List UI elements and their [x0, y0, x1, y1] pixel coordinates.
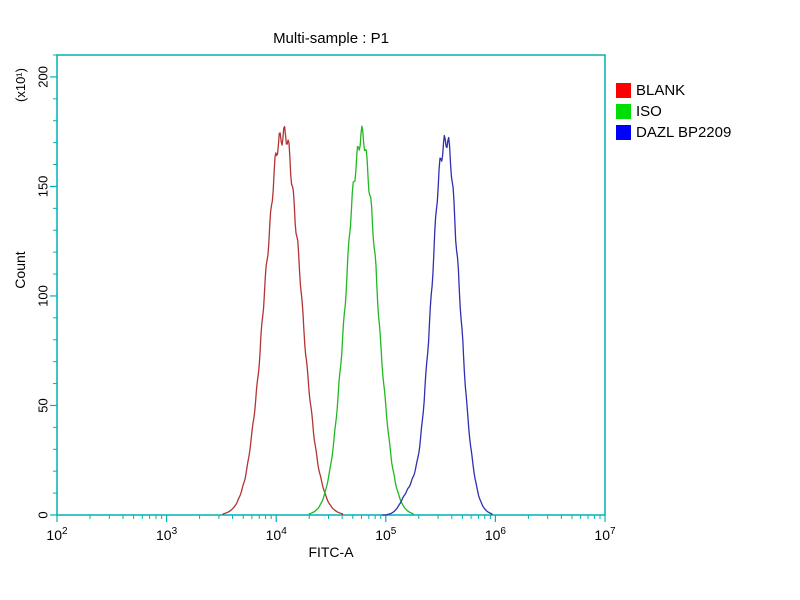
y-tick-label-150: 150 — [36, 176, 51, 198]
legend-swatch-dazl-bp2209 — [616, 125, 631, 140]
y-tick-label-100: 100 — [36, 285, 51, 307]
legend-item-dazl-bp2209: DAZL BP2209 — [616, 124, 731, 141]
chart-title: Multi-sample : P1 — [273, 30, 389, 47]
curve-iso — [308, 125, 415, 516]
legend-swatch-blank — [616, 83, 631, 98]
y-tick-label-200: 200 — [36, 66, 51, 88]
x-axis-label: FITC-A — [308, 544, 354, 560]
curve-dazl-bp2209 — [382, 134, 493, 516]
legend-label-dazl-bp2209: DAZL BP2209 — [636, 124, 732, 141]
curve-blank — [222, 125, 344, 515]
x-tick-label-10e5: 105 — [375, 526, 397, 543]
legend-swatch-iso — [616, 104, 631, 119]
legend-item-iso: ISO — [616, 103, 731, 120]
plot-border — [56, 54, 606, 516]
y-axis-unit-label: (x10¹) — [13, 68, 28, 102]
legend: BLANK ISO DAZL BP2209 — [616, 82, 731, 145]
x-tick-label-10e2: 102 — [46, 526, 68, 543]
legend-item-blank: BLANK — [616, 82, 731, 99]
x-tick-label-10e7: 107 — [594, 526, 616, 543]
y-tick-label-50: 50 — [36, 398, 51, 412]
x-tick-label-10e3: 103 — [156, 526, 178, 543]
y-tick-label-0: 0 — [36, 511, 51, 518]
y-axis-label: Count — [12, 251, 28, 288]
legend-label-iso: ISO — [636, 103, 662, 120]
legend-label-blank: BLANK — [636, 82, 686, 99]
x-tick-label-10e6: 106 — [485, 526, 507, 543]
x-tick-label-10e4: 104 — [266, 526, 288, 543]
